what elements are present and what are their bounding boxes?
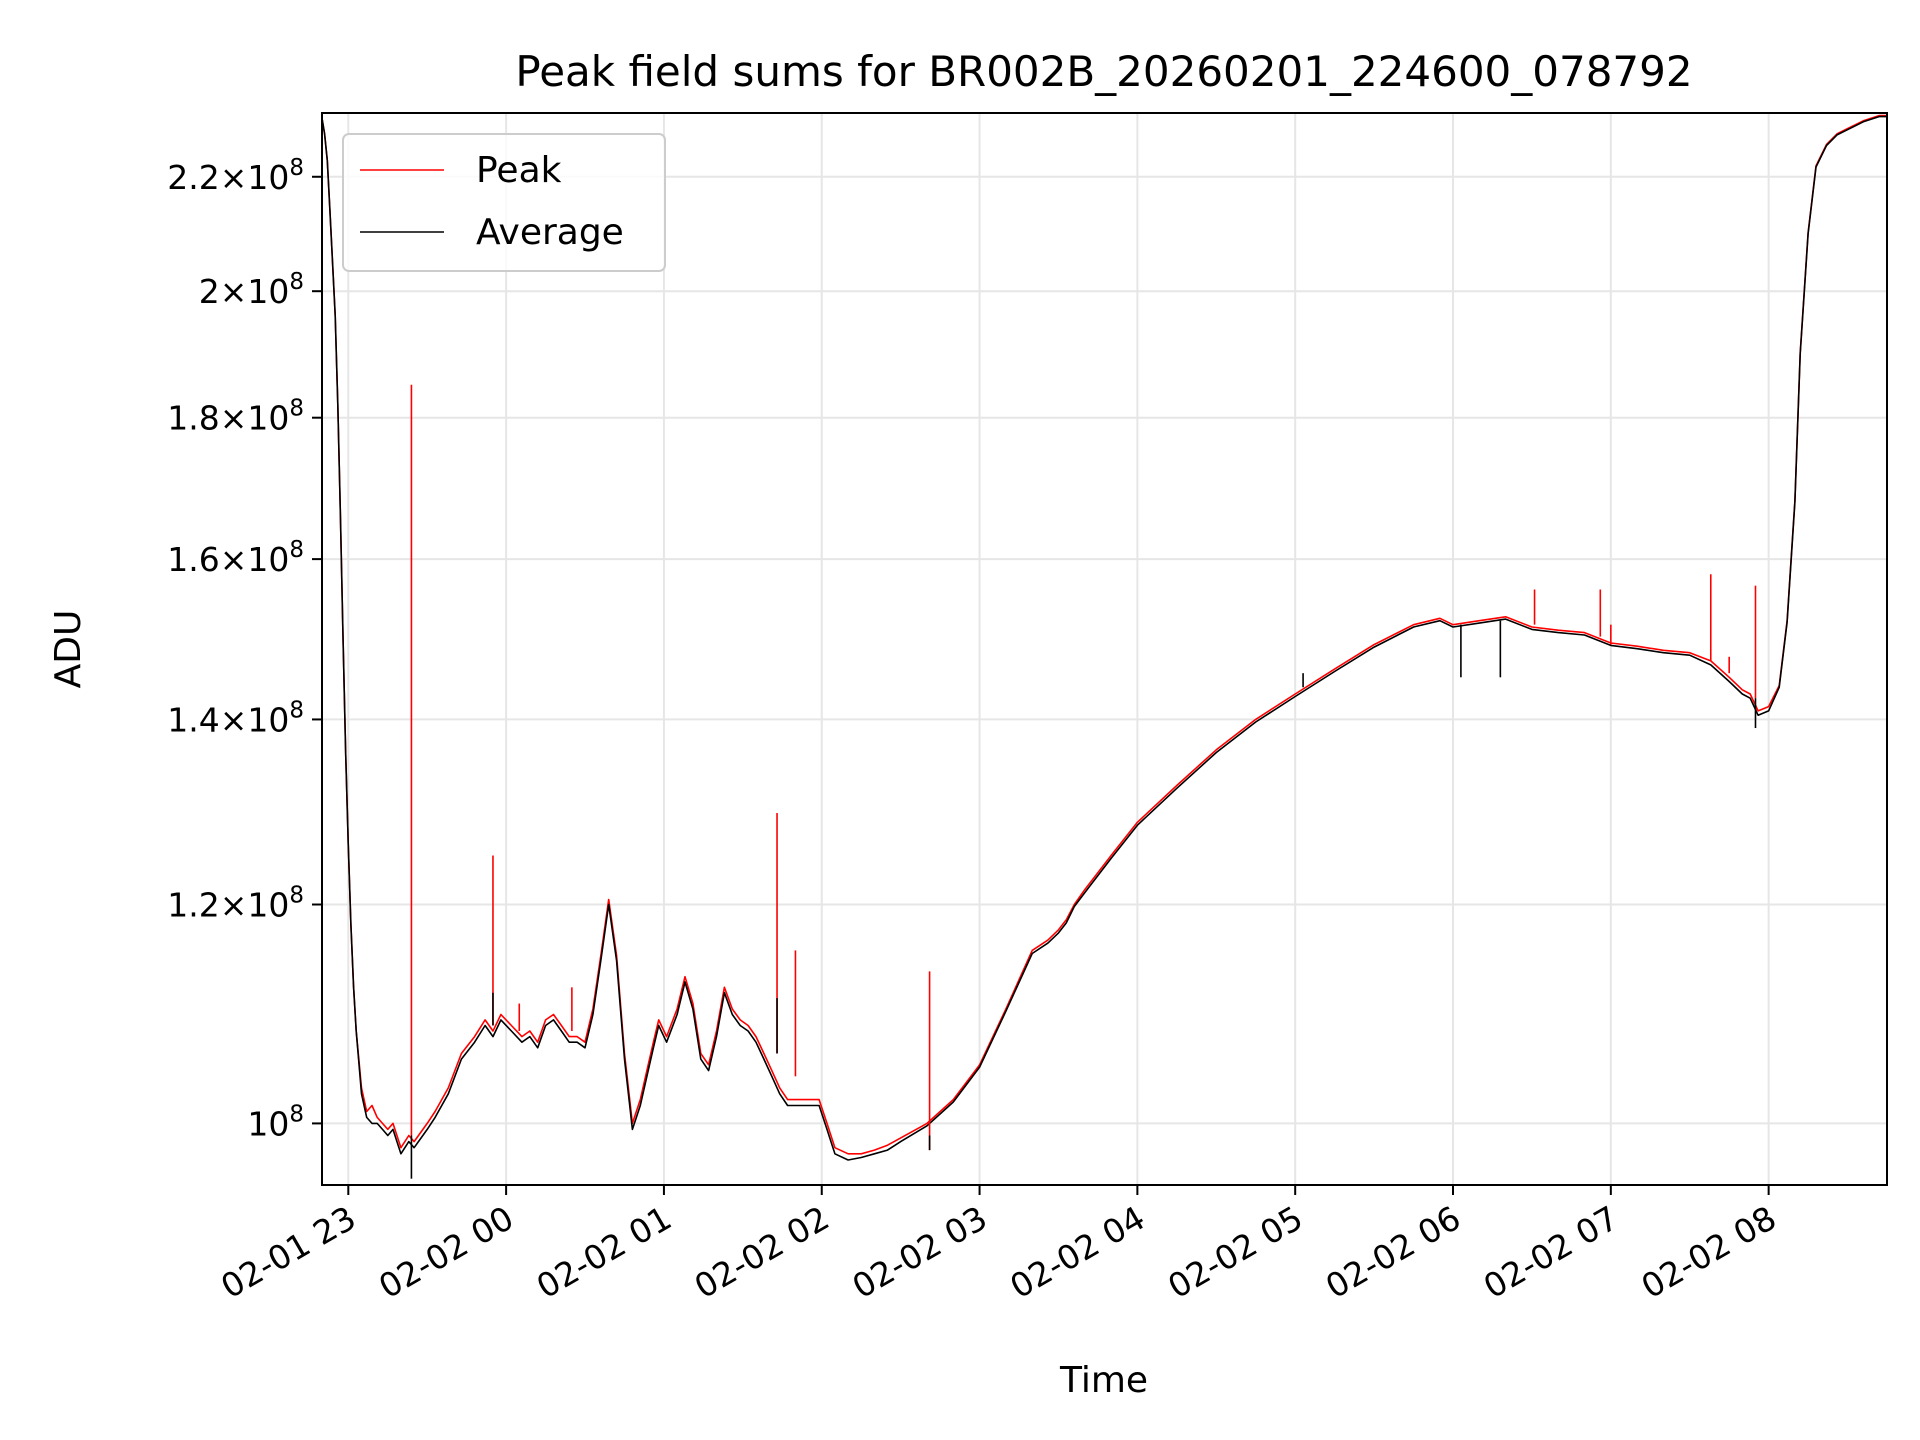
x-axis-label: Time	[1059, 1360, 1148, 1401]
y-tick-label: 1.6×108	[167, 537, 304, 579]
y-tick-label: 1.2×108	[167, 883, 304, 925]
chart-title: Peak field sums for BR002B_20260201_2246…	[515, 47, 1692, 96]
legend-label-peak: Peak	[476, 150, 562, 191]
y-tick-label: 1.8×108	[167, 396, 304, 438]
y-axis-label: ADU	[48, 610, 89, 689]
y-tick-label: 1.4×108	[167, 697, 304, 739]
series-lines	[321, 114, 1887, 1179]
grid-lines	[322, 113, 1887, 1185]
plot-frame	[321, 112, 1888, 1186]
series-line-average	[321, 115, 1887, 1161]
legend: Peak Average	[342, 133, 666, 272]
y-tick-label: 108	[247, 1101, 304, 1143]
legend-label-average: Average	[476, 212, 624, 253]
y-tick-label: 2×108	[199, 269, 304, 311]
legend-box	[342, 133, 666, 272]
y-tick-label: 2.2×108	[167, 155, 304, 197]
